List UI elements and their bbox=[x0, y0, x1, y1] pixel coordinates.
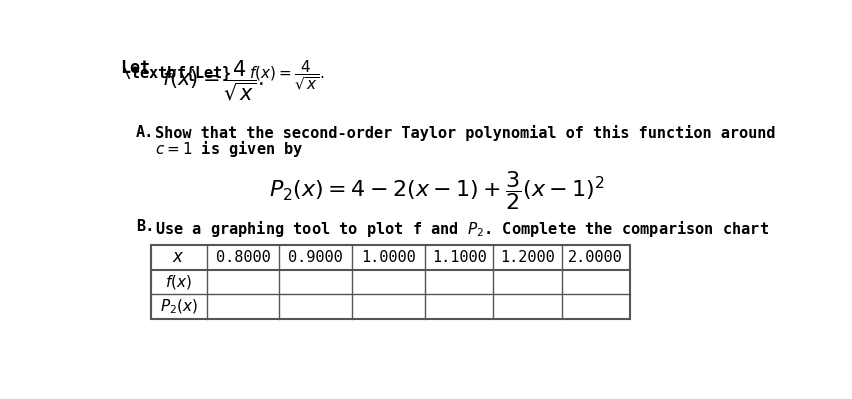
Bar bbox=[151, 245, 629, 319]
Text: B.: B. bbox=[136, 219, 154, 234]
Text: $P_2(x)$: $P_2(x)$ bbox=[159, 297, 198, 316]
Text: A.: A. bbox=[136, 125, 154, 140]
Text: 1.1000: 1.1000 bbox=[431, 250, 486, 265]
Text: $P_2(x) = 4 - 2(x - 1) + \dfrac{3}{2}(x - 1)^2$: $P_2(x) = 4 - 2(x - 1) + \dfrac{3}{2}(x … bbox=[268, 170, 605, 213]
Text: $f(x) = \dfrac{4}{\sqrt{x}}.$: $f(x) = \dfrac{4}{\sqrt{x}}.$ bbox=[162, 59, 263, 103]
Text: $f(x)$: $f(x)$ bbox=[165, 273, 192, 291]
Text: 1.2000: 1.2000 bbox=[499, 250, 554, 265]
Text: 0.9000: 0.9000 bbox=[288, 250, 343, 265]
Text: $c = 1$ is given by: $c = 1$ is given by bbox=[154, 139, 303, 159]
Text: Use a graphing tool to plot f and $P_2$. Complete the comparison chart: Use a graphing tool to plot f and $P_2$.… bbox=[154, 219, 768, 239]
Text: \textbf{Let}  $f(x) = \dfrac{4}{\sqrt{x}}.$: \textbf{Let} $f(x) = \dfrac{4}{\sqrt{x}}… bbox=[120, 59, 324, 93]
Text: Show that the second-order Taylor polynomial of this function around: Show that the second-order Taylor polyno… bbox=[154, 125, 774, 141]
Text: Let: Let bbox=[120, 59, 151, 77]
Text: 1.0000: 1.0000 bbox=[361, 250, 416, 265]
Text: 2.0000: 2.0000 bbox=[567, 250, 622, 265]
Text: 0.8000: 0.8000 bbox=[216, 250, 270, 265]
Text: $x$: $x$ bbox=[172, 248, 185, 266]
